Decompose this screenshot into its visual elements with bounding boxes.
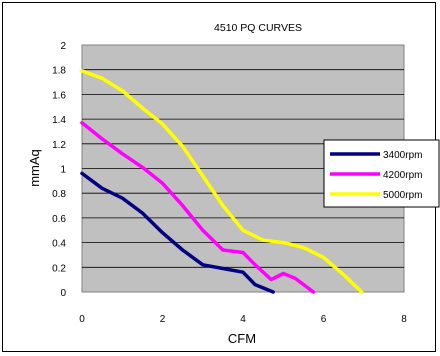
y-axis-label: mmAq bbox=[27, 149, 42, 187]
y-tick-label: 1 bbox=[60, 165, 66, 176]
legend-label-4200rpm: 4200rpm bbox=[383, 170, 422, 181]
x-tick-label: 0 bbox=[79, 314, 85, 325]
legend-label-5000rpm: 5000rpm bbox=[383, 190, 422, 201]
y-tick-label: 0.8 bbox=[52, 189, 66, 200]
y-tick-label: 1.4 bbox=[52, 115, 66, 126]
x-tick-label: 6 bbox=[321, 314, 327, 325]
legend-label-3400rpm: 3400rpm bbox=[383, 150, 422, 161]
series-line-4200rpm bbox=[80, 121, 316, 294]
y-tick-label: 0.6 bbox=[52, 214, 66, 225]
y-tick-label: 1.8 bbox=[52, 66, 66, 77]
y-tick-label: 0 bbox=[60, 288, 66, 299]
legend: 3400rpm 4200rpm 5000rpm bbox=[323, 139, 440, 208]
chart-title: 4510 PQ CURVES bbox=[214, 22, 302, 34]
x-tick-label: 4 bbox=[240, 314, 246, 325]
y-tick-label: 0.2 bbox=[52, 263, 66, 274]
x-tick-label: 2 bbox=[160, 314, 166, 325]
y-tick-label: 2 bbox=[60, 41, 66, 52]
y-tick-label: 1.6 bbox=[52, 90, 66, 101]
y-tick-label: 0.4 bbox=[52, 239, 66, 250]
series-line-5000rpm bbox=[80, 69, 364, 294]
x-axis-label: CFM bbox=[228, 331, 256, 346]
y-tick-label: 1.2 bbox=[52, 140, 66, 151]
series-line-3400rpm bbox=[80, 171, 275, 294]
x-tick-label: 8 bbox=[401, 314, 407, 325]
